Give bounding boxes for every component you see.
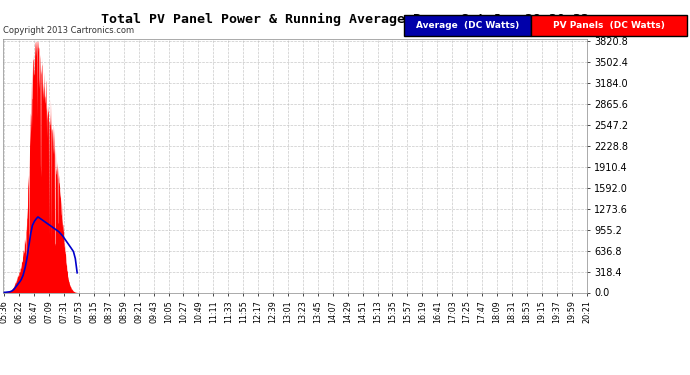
Text: Copyright 2013 Cartronics.com: Copyright 2013 Cartronics.com — [3, 26, 135, 35]
Text: PV Panels  (DC Watts): PV Panels (DC Watts) — [553, 21, 665, 30]
Text: Total PV Panel Power & Running Average Power Sat Jun 29 20:32: Total PV Panel Power & Running Average P… — [101, 13, 589, 26]
Text: Average  (DC Watts): Average (DC Watts) — [415, 21, 519, 30]
